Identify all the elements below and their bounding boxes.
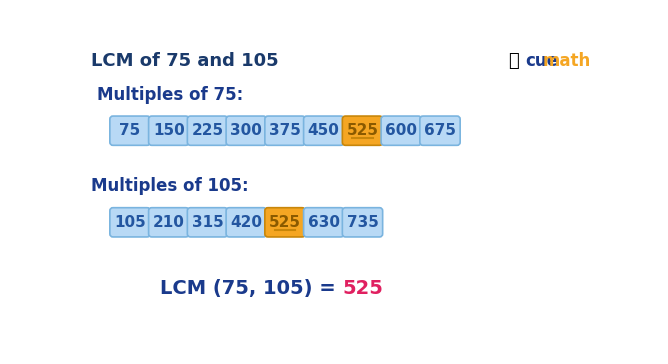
FancyBboxPatch shape (148, 116, 189, 145)
Text: 525: 525 (347, 123, 379, 138)
Text: 210: 210 (153, 215, 184, 230)
FancyBboxPatch shape (303, 208, 344, 237)
Text: 735: 735 (347, 215, 379, 230)
Text: 525: 525 (343, 279, 383, 298)
Text: 300: 300 (230, 123, 262, 138)
FancyBboxPatch shape (343, 116, 383, 145)
Text: 375: 375 (269, 123, 301, 138)
Text: 450: 450 (308, 123, 340, 138)
FancyBboxPatch shape (381, 116, 422, 145)
FancyBboxPatch shape (187, 208, 228, 237)
Text: 525: 525 (269, 215, 301, 230)
FancyBboxPatch shape (343, 208, 383, 237)
FancyBboxPatch shape (303, 116, 344, 145)
Text: 105: 105 (114, 215, 146, 230)
Text: Multiples of 75:: Multiples of 75: (98, 86, 244, 104)
FancyBboxPatch shape (420, 116, 460, 145)
Text: 75: 75 (120, 123, 141, 138)
FancyBboxPatch shape (110, 208, 150, 237)
Text: cue: cue (525, 52, 558, 70)
Text: 315: 315 (192, 215, 223, 230)
Text: 420: 420 (230, 215, 263, 230)
Text: 150: 150 (153, 123, 184, 138)
FancyBboxPatch shape (226, 116, 267, 145)
FancyBboxPatch shape (110, 116, 150, 145)
Text: LCM of 75 and 105: LCM of 75 and 105 (92, 52, 279, 70)
Text: LCM (75, 105) =: LCM (75, 105) = (160, 279, 343, 298)
FancyBboxPatch shape (226, 208, 267, 237)
FancyBboxPatch shape (148, 208, 189, 237)
FancyBboxPatch shape (265, 208, 305, 237)
FancyBboxPatch shape (187, 116, 228, 145)
Text: 225: 225 (192, 123, 224, 138)
Text: 🚀: 🚀 (508, 52, 519, 70)
Text: Multiples of 105:: Multiples of 105: (92, 177, 249, 195)
Text: math: math (543, 52, 591, 70)
FancyBboxPatch shape (265, 116, 305, 145)
Text: 675: 675 (424, 123, 456, 138)
Text: 600: 600 (385, 123, 418, 138)
Text: 630: 630 (308, 215, 340, 230)
